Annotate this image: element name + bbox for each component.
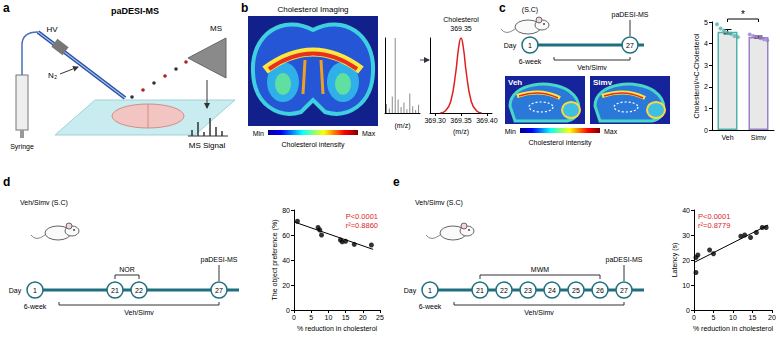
svg-text:40: 40 [682, 207, 690, 214]
svg-text:2: 2 [704, 83, 708, 90]
svg-text:e: e [393, 175, 400, 189]
svg-text:Veh/Simv (S.C): Veh/Simv (S.C) [20, 199, 68, 207]
svg-text:10: 10 [325, 314, 333, 321]
svg-text:1: 1 [33, 287, 37, 294]
svg-text:369.30: 369.30 [424, 117, 446, 124]
svg-text:30: 30 [682, 232, 690, 239]
svg-text:paDESI-MS: paDESI-MS [612, 11, 649, 19]
svg-text:22: 22 [135, 287, 143, 294]
svg-text:5: 5 [309, 314, 313, 321]
svg-text:(S.C): (S.C) [522, 6, 538, 14]
svg-text:d: d [3, 175, 10, 189]
svg-text:Min: Min [253, 130, 264, 137]
svg-text:paDESI-MS: paDESI-MS [111, 6, 159, 16]
svg-text:10: 10 [729, 314, 737, 321]
svg-text:26: 26 [596, 287, 604, 294]
svg-text:20: 20 [768, 314, 776, 321]
svg-text:(m/z): (m/z) [453, 128, 469, 136]
svg-text:24: 24 [548, 287, 556, 294]
svg-text:10: 10 [682, 282, 690, 289]
svg-text:HV: HV [46, 25, 58, 34]
svg-text:369.40: 369.40 [476, 117, 498, 124]
svg-text:P<0.0001: P<0.0001 [346, 212, 378, 221]
svg-text:21: 21 [111, 287, 119, 294]
svg-text:5: 5 [704, 19, 708, 26]
svg-text:20: 20 [682, 257, 690, 264]
svg-text:Veh/Simv: Veh/Simv [124, 309, 154, 316]
svg-text:Day: Day [504, 42, 517, 50]
svg-text:P<0.0001: P<0.0001 [698, 212, 730, 221]
svg-text:369.35: 369.35 [450, 117, 472, 124]
svg-text:1: 1 [704, 105, 708, 112]
svg-text:40: 40 [282, 257, 290, 264]
svg-text:Day: Day [404, 287, 417, 295]
svg-text:27: 27 [626, 42, 634, 49]
svg-text:6-week: 6-week [419, 303, 442, 310]
svg-text:15: 15 [342, 314, 350, 321]
svg-text:Max: Max [604, 128, 618, 135]
svg-text:Cholesterol intensity: Cholesterol intensity [281, 141, 345, 149]
svg-text:Syringe: Syringe [10, 143, 34, 151]
svg-text:27: 27 [215, 287, 223, 294]
svg-text:20: 20 [359, 314, 367, 321]
svg-text:Min: Min [505, 128, 516, 135]
svg-text:Latency (s): Latency (s) [671, 243, 679, 278]
svg-text:22: 22 [500, 287, 508, 294]
svg-text:(m/z): (m/z) [395, 122, 411, 130]
svg-text:N₂: N₂ [48, 71, 57, 80]
svg-text:0: 0 [704, 127, 708, 134]
svg-text:paDESI-MS: paDESI-MS [201, 256, 238, 264]
svg-text:r²=0.8779: r²=0.8779 [698, 221, 730, 230]
svg-text:a: a [3, 1, 10, 15]
svg-text:0: 0 [292, 314, 296, 321]
svg-text:Max: Max [362, 130, 376, 137]
svg-text:Cholesterol intensity: Cholesterol intensity [528, 139, 592, 147]
svg-text:Veh/Simv: Veh/Simv [577, 64, 607, 71]
svg-text:3: 3 [704, 62, 708, 69]
svg-text:Veh/Simv: Veh/Simv [524, 309, 554, 316]
svg-text:4: 4 [704, 40, 708, 47]
svg-text:0: 0 [692, 314, 696, 321]
svg-text:Cholesterol: Cholesterol [443, 16, 479, 23]
svg-text:b: b [241, 1, 248, 15]
svg-text:369.35: 369.35 [450, 25, 472, 32]
svg-text:Veh/Simv (S.C): Veh/Simv (S.C) [415, 199, 463, 207]
svg-text:Cholesterol/¹³C-Cholesterol: Cholesterol/¹³C-Cholesterol [693, 33, 700, 118]
svg-text:NOR: NOR [119, 266, 135, 273]
svg-text:80: 80 [282, 207, 290, 214]
svg-text:1: 1 [428, 287, 432, 294]
svg-text:27: 27 [620, 287, 628, 294]
svg-text:15: 15 [749, 314, 757, 321]
svg-text:0: 0 [686, 307, 690, 314]
svg-text:60: 60 [282, 232, 290, 239]
svg-text:Cholesterol Imaging: Cholesterol Imaging [277, 5, 348, 14]
svg-text:Simv: Simv [593, 78, 613, 87]
svg-text:0: 0 [286, 307, 290, 314]
svg-text:r²=0.8860: r²=0.8860 [346, 221, 378, 230]
svg-text:paDESI-MS: paDESI-MS [606, 256, 643, 264]
svg-text:*: * [741, 9, 745, 20]
svg-text:6-week: 6-week [24, 303, 47, 310]
svg-text:20: 20 [282, 282, 290, 289]
svg-text:Veh: Veh [508, 78, 522, 87]
svg-text:1: 1 [528, 42, 532, 49]
svg-text:Simv: Simv [751, 134, 767, 141]
svg-text:5: 5 [712, 314, 716, 321]
svg-text:The object preference (%): The object preference (%) [271, 220, 279, 301]
svg-text:MS Signal: MS Signal [189, 141, 226, 150]
svg-text:25: 25 [376, 314, 384, 321]
svg-text:MS: MS [210, 24, 222, 33]
svg-text:% reduction in cholesterol: % reduction in cholesterol [693, 325, 774, 332]
svg-text:25: 25 [572, 287, 580, 294]
svg-text:Day: Day [9, 287, 22, 295]
svg-text:Veh: Veh [721, 134, 733, 141]
svg-text:23: 23 [524, 287, 532, 294]
svg-text:6-week: 6-week [519, 58, 542, 65]
svg-text:MWM: MWM [531, 266, 549, 273]
svg-text:% reduction in cholesterol: % reduction in cholesterol [297, 325, 378, 332]
svg-text:21: 21 [476, 287, 484, 294]
svg-text:c: c [499, 1, 506, 15]
